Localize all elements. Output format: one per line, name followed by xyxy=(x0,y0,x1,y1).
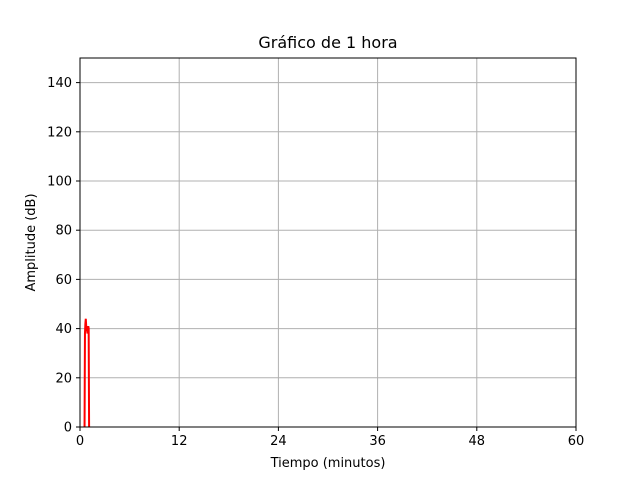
y-tick-label: 20 xyxy=(55,371,72,386)
series-layer xyxy=(83,318,91,428)
chart-title: Gráfico de 1 hora xyxy=(258,33,397,52)
y-tick-label: 140 xyxy=(47,76,72,91)
ticks: 0 12 24 36 48 60 0 20 40 60 80 100 120 140 xyxy=(47,76,584,449)
x-tick-label: 12 xyxy=(171,434,188,449)
grid xyxy=(79,58,577,428)
x-tick-label: 0 xyxy=(76,434,84,449)
y-tick-label: 120 xyxy=(47,125,72,140)
y-tick-label: 100 xyxy=(47,175,72,190)
y-tick-label: 0 xyxy=(64,421,72,436)
x-tick-label: 24 xyxy=(270,434,287,449)
y-axis-label: Amplitude (dB) xyxy=(24,193,39,291)
series-line-0 xyxy=(83,318,91,428)
x-tick-label: 60 xyxy=(568,434,585,449)
y-tick-label: 60 xyxy=(55,273,72,288)
x-tick-label: 36 xyxy=(369,434,386,449)
y-tick-label: 80 xyxy=(55,224,72,239)
plot-frame xyxy=(79,57,577,428)
x-tick-label: 48 xyxy=(469,434,486,449)
y-tick-label: 40 xyxy=(55,322,72,337)
x-axis-label: Tiempo (minutos) xyxy=(270,456,386,471)
